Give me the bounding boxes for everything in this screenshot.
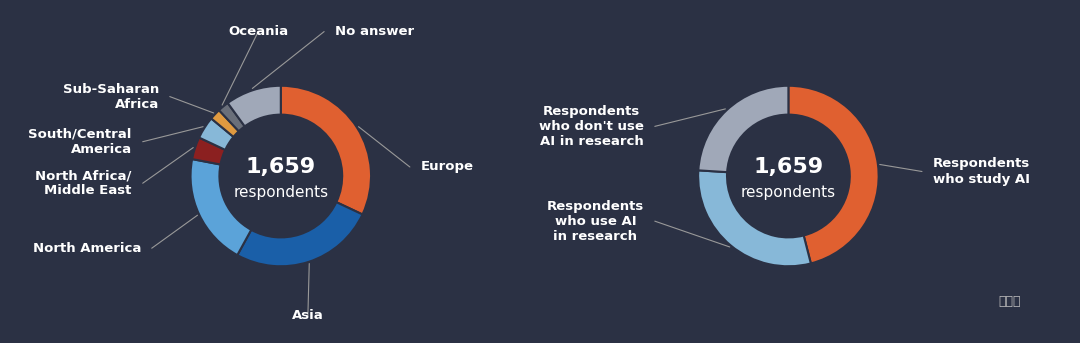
- Wedge shape: [228, 86, 281, 126]
- Wedge shape: [190, 159, 252, 255]
- Text: Respondents
who study AI: Respondents who study AI: [933, 157, 1030, 186]
- Text: 量子位: 量子位: [999, 295, 1021, 308]
- Text: Europe: Europe: [421, 161, 474, 174]
- Text: Respondents
who use AI
in research: Respondents who use AI in research: [546, 200, 644, 243]
- Wedge shape: [212, 110, 239, 137]
- Text: North America: North America: [32, 242, 140, 255]
- Text: Respondents
who don't use
AI in research: Respondents who don't use AI in research: [539, 105, 644, 148]
- Text: respondents: respondents: [741, 185, 836, 200]
- Wedge shape: [199, 118, 233, 150]
- Text: 1,659: 1,659: [246, 157, 315, 177]
- Text: Oceania: Oceania: [228, 25, 288, 38]
- Wedge shape: [699, 86, 788, 172]
- Text: respondents: respondents: [233, 185, 328, 200]
- Wedge shape: [698, 170, 811, 266]
- Wedge shape: [192, 138, 226, 165]
- Text: North Africa/
Middle East: North Africa/ Middle East: [36, 169, 132, 197]
- Text: Sub-Saharan
Africa: Sub-Saharan Africa: [63, 83, 159, 110]
- Text: 1,659: 1,659: [754, 157, 823, 177]
- Wedge shape: [238, 202, 363, 266]
- Text: Asia: Asia: [292, 309, 324, 322]
- Wedge shape: [219, 103, 245, 131]
- Text: South/Central
America: South/Central America: [28, 128, 132, 156]
- Wedge shape: [281, 86, 372, 214]
- Text: No answer: No answer: [335, 25, 414, 38]
- Wedge shape: [788, 86, 879, 263]
